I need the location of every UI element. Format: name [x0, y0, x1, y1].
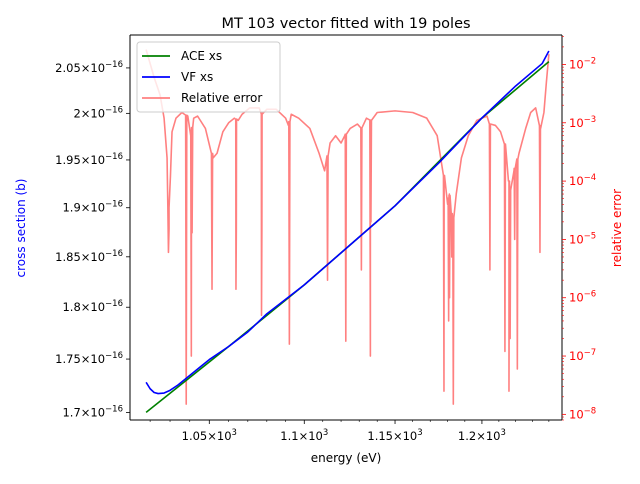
left-y-tick-label: 2×10−16 — [73, 105, 123, 120]
right-y-tick-label: 10−2 — [569, 56, 596, 71]
x-tick-label: 1.1×103 — [280, 428, 328, 443]
right-y-tick-label: 10−3 — [569, 115, 596, 130]
left-y-axis-label: cross section (b) — [14, 179, 28, 278]
legend: ACE xs VF xs Relative error — [136, 41, 281, 113]
right-y-tick-label: 10−6 — [569, 290, 596, 305]
ticks-layer: 1.05×103 1.1×103 1.15×103 1.2×103 1.7×10−16 1… — [55, 36, 596, 443]
vf-xs-line — [145, 50, 550, 395]
x-axis-label: energy (eV) — [311, 451, 382, 465]
series-layer — [145, 49, 550, 414]
legend-entry: ACE xs — [181, 49, 222, 63]
legend-box — [136, 41, 281, 113]
legend-entry: Relative error — [181, 91, 262, 105]
x-tick-label: 1.05×103 — [182, 428, 237, 443]
left-y-tick-label: 2.05×10−16 — [55, 60, 123, 75]
right-y-axis-label: relative error — [610, 189, 624, 267]
left-y-tick-label: 1.95×10−16 — [55, 152, 123, 167]
chart-title: MT 103 vector fitted with 19 poles — [221, 16, 470, 32]
right-y-tick-label: 10−4 — [569, 173, 596, 188]
x-tick-label: 1.2×103 — [458, 428, 506, 443]
left-y-tick-label: 1.9×10−16 — [62, 200, 123, 215]
right-y-tick-label: 10−5 — [569, 231, 596, 246]
relative-error-line — [145, 49, 550, 405]
legend-entry: VF xs — [181, 70, 213, 84]
left-y-tick-label: 1.85×10−16 — [55, 249, 123, 264]
right-y-tick-label: 10−8 — [569, 406, 596, 421]
left-y-tick-label: 1.75×10−16 — [55, 351, 123, 366]
left-y-tick-label: 1.7×10−16 — [62, 404, 123, 419]
right-y-tick-label: 10−7 — [569, 348, 596, 363]
x-tick-label: 1.15×103 — [367, 428, 422, 443]
left-y-tick-label: 1.8×10−16 — [62, 299, 123, 314]
